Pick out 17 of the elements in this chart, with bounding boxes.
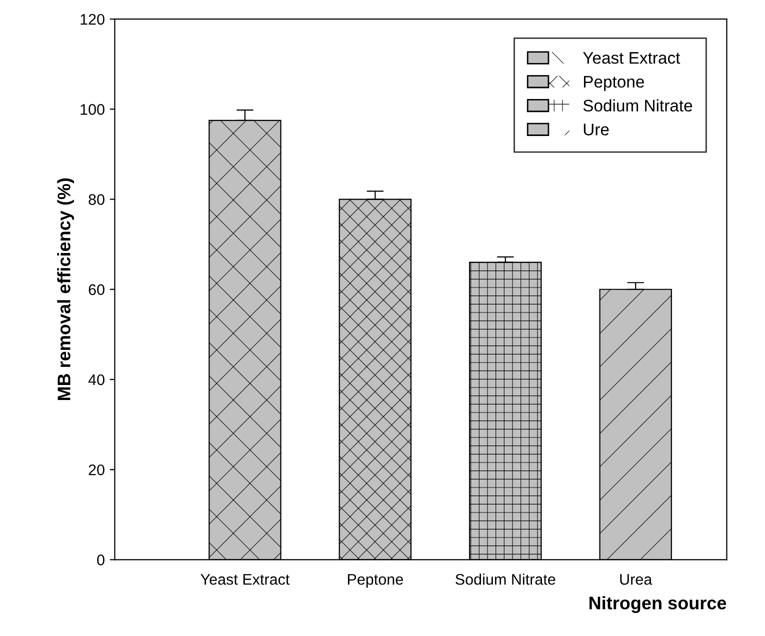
x-axis-title: Nitrogen source [590,596,726,614]
legend-label: Yeast Extract [582,52,680,64]
legend-label: Sodium Nitrate [583,99,692,112]
x-tick-label: Urea [620,574,652,585]
y-tick-label: 20 [88,464,104,476]
y-tick-label: 100 [80,104,104,115]
y-tick-label: 40 [88,374,104,386]
y-tick-label: 0 [97,554,104,566]
x-tick-label: Peptone [348,574,403,588]
legend-label: Ure [584,124,609,136]
y-tick-label: 60 [88,284,104,296]
y-axis-title: MB removal efficiency (%) [57,178,74,400]
x-tick-label: Yeast Extract [200,574,290,585]
x-tick-label: Sodium Nitrate [456,574,556,585]
y-tick-label: 120 [80,14,104,25]
legend-label: Peptone [584,76,644,91]
y-tick-label: 80 [88,194,104,205]
